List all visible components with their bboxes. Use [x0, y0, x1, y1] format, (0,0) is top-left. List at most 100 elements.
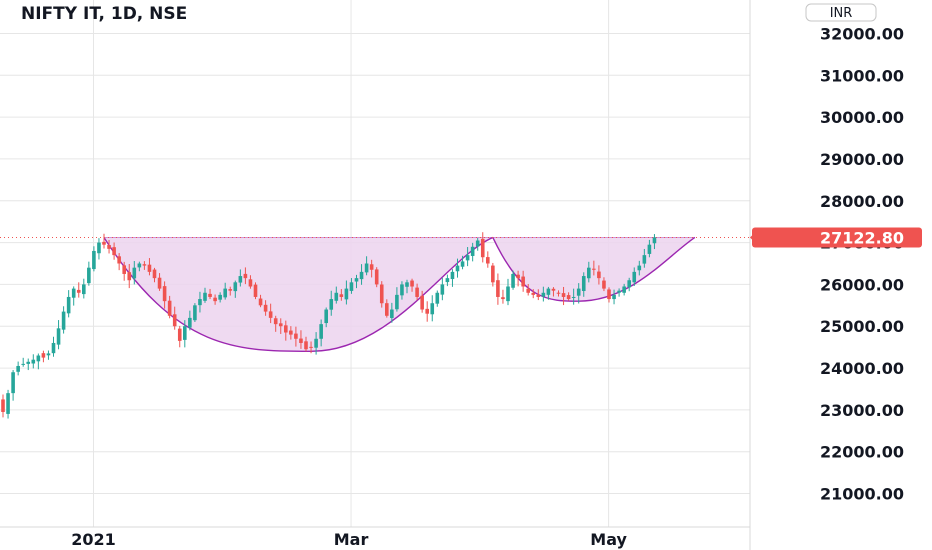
- candle-body-up: [319, 324, 323, 339]
- candle-body-up: [455, 265, 460, 272]
- candle: [26, 358, 31, 371]
- y-tick-label-1: 31000.00: [820, 66, 904, 85]
- candle-body-down: [127, 272, 132, 281]
- candle-body-up: [405, 282, 409, 287]
- candle: [410, 278, 414, 292]
- x-tick-label-2: May: [590, 530, 627, 549]
- candle-body-up: [31, 359, 36, 364]
- last-price-tag: 27122.80: [750, 227, 922, 248]
- candle-body-up: [612, 294, 616, 300]
- candle-body-down: [122, 265, 126, 274]
- candle-body-down: [602, 280, 606, 289]
- candle-body-down: [1, 399, 5, 412]
- y-tick-label-9: 23000.00: [820, 401, 904, 420]
- candle-body-up: [435, 292, 440, 304]
- candle-body-up: [218, 294, 222, 300]
- candle-body-up: [198, 299, 202, 306]
- candle: [223, 282, 227, 300]
- x-axis-labels[interactable]: 2021 Mar May: [71, 530, 627, 549]
- candle-body-down: [339, 294, 344, 297]
- candle: [289, 326, 293, 340]
- candle: [16, 361, 20, 376]
- candle-body-up: [400, 284, 404, 296]
- candle: [379, 281, 384, 308]
- candle-body-down: [152, 269, 157, 279]
- candle: [258, 294, 263, 308]
- currency-badge[interactable]: INR: [805, 3, 877, 22]
- candle: [602, 277, 606, 292]
- candles: [1, 232, 657, 419]
- candle: [11, 370, 15, 401]
- candle-body-up: [314, 338, 318, 348]
- currency-label: INR: [830, 6, 853, 21]
- candle-body-down: [480, 238, 485, 258]
- candle-body-down: [208, 293, 212, 297]
- candle-body-up: [11, 372, 15, 394]
- candle-body-down: [112, 247, 116, 256]
- candle: [581, 272, 586, 297]
- candle-body-up: [450, 271, 455, 280]
- candle: [344, 280, 349, 305]
- candle: [152, 267, 157, 283]
- candle-body-down: [268, 311, 273, 318]
- y-tick-label-8: 24000.00: [820, 359, 904, 378]
- candle-body-down: [309, 346, 313, 348]
- candle: [400, 281, 404, 300]
- candle: [354, 274, 359, 289]
- candle: [188, 310, 192, 331]
- candle: [304, 336, 308, 352]
- candle: [445, 274, 450, 287]
- candle-body-down: [501, 297, 505, 300]
- candle-body-up: [137, 263, 142, 268]
- candle-body-up: [627, 280, 631, 288]
- candle: [41, 350, 46, 363]
- candle-body-down: [556, 292, 561, 294]
- candle: [475, 237, 480, 251]
- candle-body-up: [16, 365, 20, 372]
- candle: [248, 275, 253, 289]
- candle: [374, 267, 379, 288]
- candle-body-down: [566, 295, 571, 300]
- candle-body-up: [61, 311, 66, 330]
- candle-body-up: [21, 363, 25, 365]
- candle: [364, 256, 369, 276]
- candle: [369, 259, 374, 278]
- candle-body-up: [87, 267, 91, 284]
- candle: [228, 286, 233, 296]
- candle: [592, 260, 596, 276]
- candle-body-down: [561, 293, 566, 297]
- candle-body-down: [228, 289, 233, 291]
- candle: [612, 289, 616, 305]
- candle-body-down: [374, 269, 379, 285]
- y-axis-labels[interactable]: 32000.00 31000.00 30000.00 29000.00 28000.00…: [820, 24, 904, 503]
- candle-body-down: [385, 303, 389, 316]
- candle-body-up: [188, 317, 192, 328]
- candle: [501, 289, 505, 304]
- candle-body-up: [82, 284, 86, 295]
- candle-body-up: [46, 353, 51, 356]
- candle: [294, 326, 298, 347]
- candle: [455, 258, 460, 278]
- candle: [177, 325, 182, 348]
- candle-body-up: [26, 361, 31, 364]
- candle-body-down: [551, 288, 556, 291]
- candle-body-up: [97, 242, 101, 254]
- candle: [193, 303, 197, 323]
- candle: [536, 289, 541, 301]
- candle: [112, 242, 116, 260]
- candle: [309, 341, 313, 354]
- candle-body-down: [420, 295, 424, 310]
- candle-body-down: [379, 284, 384, 304]
- candle: [203, 287, 207, 303]
- candle: [516, 270, 520, 287]
- candle: [172, 306, 177, 330]
- candle-body-up: [652, 237, 657, 244]
- candle-body-down: [284, 325, 288, 333]
- candle-body-up: [66, 296, 71, 314]
- candle: [359, 264, 364, 285]
- candle-body-down: [597, 271, 601, 279]
- candle-body-up: [238, 276, 243, 283]
- candle: [167, 295, 172, 319]
- candle-body-down: [142, 264, 147, 266]
- candle-body-up: [632, 271, 637, 283]
